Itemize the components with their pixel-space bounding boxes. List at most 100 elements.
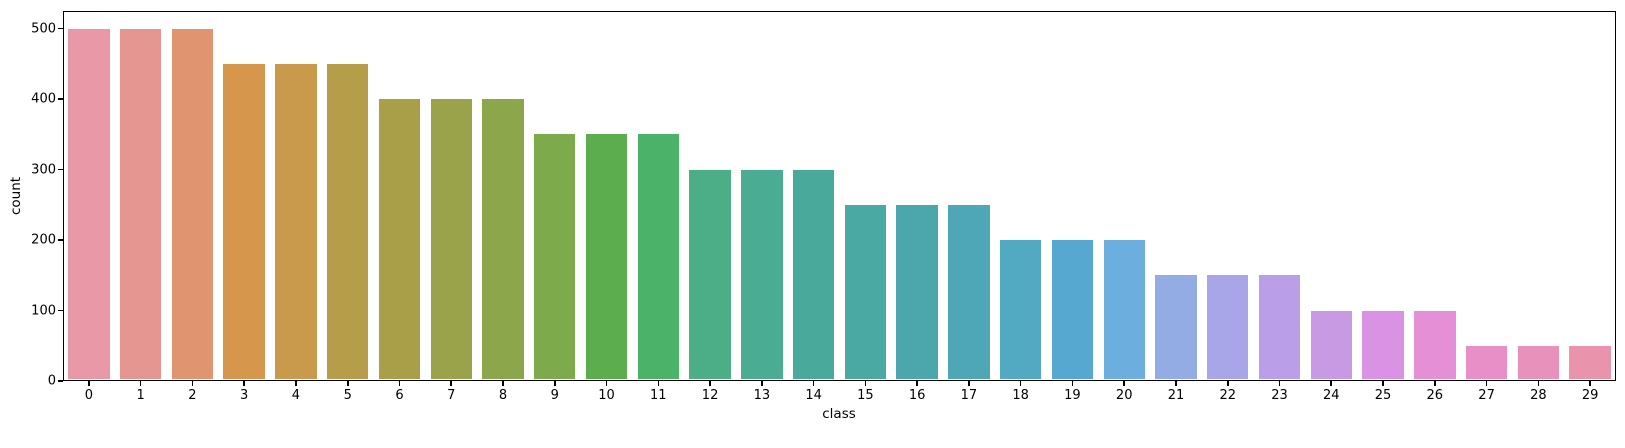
x-tick-label: 2 xyxy=(188,388,197,403)
bar-class-2 xyxy=(171,28,214,380)
bar-class-22 xyxy=(1207,275,1249,380)
bar-class-8 xyxy=(482,99,524,380)
y-tick-mark xyxy=(58,168,63,171)
x-tick-mark xyxy=(1382,381,1384,386)
x-tick-label: 7 xyxy=(447,388,456,403)
x-tick-label: 20 xyxy=(1115,388,1133,403)
x-tick-mark xyxy=(398,381,401,386)
y-tick-label: 500 xyxy=(31,21,56,37)
x-tick-label: 27 xyxy=(1478,388,1495,403)
y-axis-label: count xyxy=(8,176,24,216)
bar-class-7 xyxy=(430,99,472,380)
bar-class-23 xyxy=(1258,275,1301,380)
bar-class-18 xyxy=(999,240,1042,380)
x-tick-mark xyxy=(761,381,763,386)
x-tick-mark xyxy=(1071,381,1074,386)
x-tick-label: 3 xyxy=(240,388,249,403)
x-tick-label: 1 xyxy=(136,388,145,403)
bar-class-6 xyxy=(378,99,421,380)
x-tick-mark xyxy=(812,381,815,386)
y-tick-mark xyxy=(58,98,63,100)
x-tick-mark xyxy=(916,381,918,386)
bar-class-25 xyxy=(1362,310,1404,380)
x-tick-mark xyxy=(1226,381,1229,386)
x-tick-mark xyxy=(1123,381,1125,386)
x-tick-mark xyxy=(243,381,245,386)
x-tick-mark xyxy=(1589,381,1591,386)
x-tick-mark xyxy=(1434,381,1436,386)
bar-class-17 xyxy=(948,204,990,380)
x-tick-label: 19 xyxy=(1064,388,1081,403)
y-tick-mark xyxy=(58,239,63,241)
bar-class-29 xyxy=(1569,345,1611,380)
x-tick-mark xyxy=(1537,381,1540,386)
bar-class-27 xyxy=(1465,345,1508,380)
bar-class-12 xyxy=(689,169,731,380)
x-tick-label: 9 xyxy=(550,388,559,403)
x-tick-mark xyxy=(657,381,660,386)
bar-class-21 xyxy=(1155,275,1197,380)
x-tick-mark xyxy=(709,381,711,386)
x-tick-label: 13 xyxy=(753,388,771,403)
x-tick-label: 8 xyxy=(498,388,508,403)
bar-class-5 xyxy=(327,63,369,380)
x-tick-mark xyxy=(139,381,142,386)
bar-class-14 xyxy=(792,169,835,380)
x-tick-label: 17 xyxy=(960,388,978,403)
x-tick-label: 6 xyxy=(395,388,404,403)
x-tick-label: 18 xyxy=(1012,388,1029,403)
x-tick-label: 28 xyxy=(1530,388,1547,403)
bar-class-26 xyxy=(1414,310,1456,380)
bar-class-13 xyxy=(741,169,783,380)
x-tick-label: 5 xyxy=(343,388,352,403)
bar-class-28 xyxy=(1517,345,1560,380)
x-tick-mark xyxy=(295,381,297,386)
bar-class-4 xyxy=(275,63,317,380)
y-tick-label: 200 xyxy=(31,232,56,248)
y-tick-mark xyxy=(58,380,63,382)
bar-class-24 xyxy=(1310,310,1352,380)
bars-layer xyxy=(63,11,1616,381)
bar-class-20 xyxy=(1103,240,1145,380)
x-tick-mark xyxy=(864,381,867,386)
x-tick-mark xyxy=(605,381,608,386)
x-tick-mark xyxy=(553,381,556,386)
bar-class-15 xyxy=(844,204,887,380)
x-tick-label: 15 xyxy=(857,388,874,403)
bar-class-10 xyxy=(585,134,628,380)
bar-class-9 xyxy=(534,134,576,380)
x-tick-label: 11 xyxy=(650,388,667,403)
bar-class-19 xyxy=(1051,240,1094,380)
y-tick-mark xyxy=(58,27,63,30)
y-tick-label: 400 xyxy=(31,91,56,107)
bar-class-0 xyxy=(68,28,110,380)
x-tick-mark xyxy=(450,381,453,386)
y-tick-mark xyxy=(58,309,63,312)
x-axis-label: class xyxy=(822,406,856,422)
x-tick-mark xyxy=(346,381,349,386)
x-tick-mark xyxy=(88,381,90,386)
plot-area xyxy=(63,11,1616,381)
x-tick-label: 10 xyxy=(598,388,615,403)
bar-class-16 xyxy=(896,204,938,380)
y-tick-label: 100 xyxy=(31,303,56,319)
bar-class-3 xyxy=(223,63,265,380)
x-tick-mark xyxy=(1330,381,1333,386)
x-tick-label: 26 xyxy=(1426,388,1444,403)
y-tick-label: 0 xyxy=(47,373,56,389)
bar-class-11 xyxy=(637,134,680,380)
x-tick-label: 0 xyxy=(84,388,94,403)
x-tick-mark xyxy=(191,381,194,386)
x-tick-label: 21 xyxy=(1167,388,1185,403)
x-tick-mark xyxy=(502,381,504,386)
x-tick-label: 29 xyxy=(1581,388,1599,403)
x-tick-label: 4 xyxy=(291,388,301,403)
x-tick-mark xyxy=(1019,381,1022,386)
x-tick-label: 16 xyxy=(908,388,926,403)
x-tick-mark xyxy=(968,381,970,386)
x-tick-label: 14 xyxy=(805,388,822,403)
x-tick-label: 12 xyxy=(701,388,719,403)
x-tick-label: 25 xyxy=(1374,388,1392,403)
x-tick-mark xyxy=(1278,381,1281,386)
